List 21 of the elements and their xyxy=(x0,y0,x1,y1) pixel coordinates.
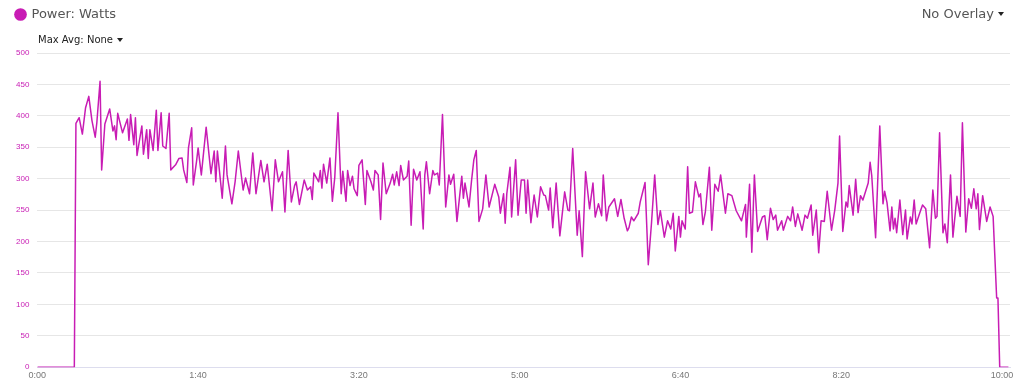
text: Max Avg: None xyxy=(38,34,114,45)
y-tick-label: 250 xyxy=(15,205,30,215)
legend-label: Power: Watts xyxy=(31,5,117,21)
y-tick-label: 400 xyxy=(15,111,30,121)
y-tick-label: 450 xyxy=(15,79,30,89)
y-tick-label: 0 xyxy=(24,362,30,372)
x-tick-label: 6:40 xyxy=(671,370,690,381)
x-tick-label: 5:00 xyxy=(510,370,529,381)
y-tick-label: 200 xyxy=(15,236,30,246)
x-tick-label: 1:40 xyxy=(189,370,207,381)
text: No Overlay xyxy=(921,6,994,21)
x-tick-label: 10:00 xyxy=(990,370,1014,381)
y-tick-label: 100 xyxy=(15,299,30,309)
x-tick-label: 3:20 xyxy=(350,370,368,381)
x-tick-label: 0:00 xyxy=(28,370,47,381)
y-tick-label: 50 xyxy=(20,330,30,340)
y-tick-label: 300 xyxy=(15,173,30,183)
x-tick-label: 8:20 xyxy=(832,370,850,381)
y-tick-label: 350 xyxy=(15,142,30,152)
y-tick-label: 500 xyxy=(15,48,30,58)
y-tick-label: 150 xyxy=(15,268,30,278)
